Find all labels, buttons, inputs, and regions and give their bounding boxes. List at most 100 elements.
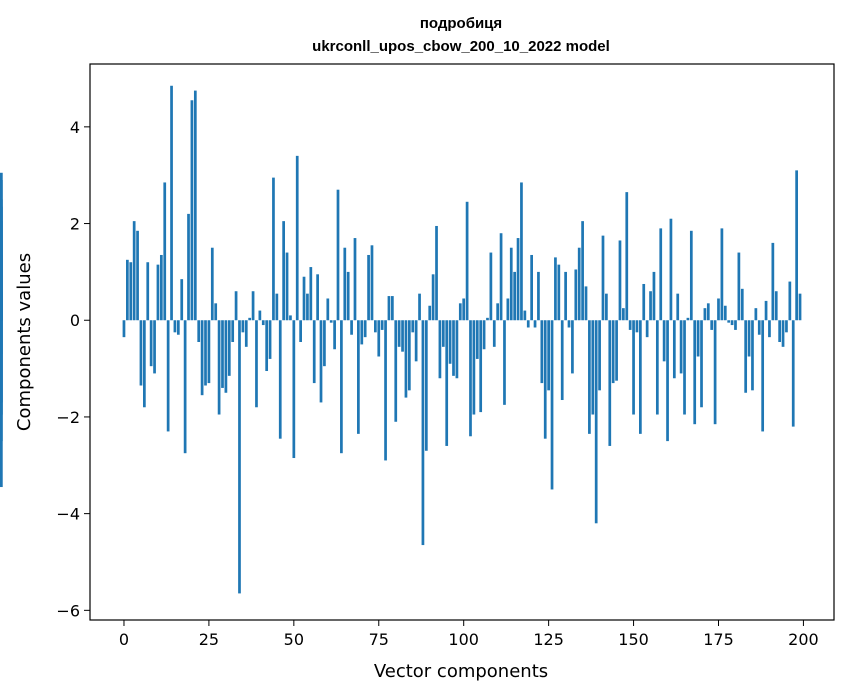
- bar-component-29: [221, 320, 224, 388]
- bar-component-179: [730, 320, 734, 326]
- bar-component-48: [285, 252, 289, 321]
- bar-component-52: [299, 320, 302, 342]
- bar-component-44: [272, 177, 275, 321]
- bar-component-90: [428, 305, 432, 321]
- bar-component-175: [717, 298, 720, 321]
- bar-component-126: [550, 320, 554, 490]
- bar-component-138: [591, 320, 595, 415]
- bar-component-72: [367, 254, 370, 321]
- bar-component-67: [350, 320, 353, 335]
- bar-component-130: [564, 271, 567, 321]
- bar-component-117: [520, 182, 523, 321]
- bar-component-145: [615, 320, 618, 381]
- bar-component-143: [608, 320, 612, 446]
- bar-component-111: [499, 233, 503, 321]
- bar-component-28: [217, 320, 221, 415]
- bar-component-41: [261, 320, 265, 326]
- bar-component-83: [404, 320, 408, 398]
- bar-component-55: [309, 267, 313, 321]
- bar-component-16: [176, 320, 180, 335]
- bar-component-21: [193, 90, 197, 321]
- bar-component-147: [622, 308, 625, 321]
- bar-component-137: [588, 320, 591, 434]
- bar-component-4: [136, 230, 139, 321]
- y-tick-label: 4: [70, 118, 80, 137]
- bar-component-undefined: [0, 320, 3, 403]
- chart-subtitle: ukrconll_upos_cbow_200_10_2022 model: [312, 38, 610, 55]
- bar-component-94: [441, 320, 445, 347]
- bar-component-9: [153, 320, 156, 374]
- bar-component-118: [523, 310, 527, 321]
- bar-component-5: [139, 320, 143, 386]
- bar-component-109: [492, 320, 496, 347]
- bar-component-32: [231, 320, 235, 342]
- bar-component-151: [635, 320, 639, 333]
- bar-component-139: [594, 320, 598, 524]
- bar-component-77: [384, 320, 387, 461]
- bar-component-76: [380, 320, 384, 330]
- bar-component-36: [244, 320, 248, 347]
- bar-component-176: [720, 228, 724, 321]
- bar-component-113: [506, 298, 510, 321]
- bar-component-64: [340, 320, 343, 454]
- bar-component-71: [363, 320, 367, 338]
- bar-component-106: [482, 320, 486, 350]
- x-tick-label: 125: [533, 630, 564, 649]
- bar-component-61: [329, 320, 333, 323]
- x-tick-label: 50: [284, 630, 304, 649]
- y-tick-label: −2: [56, 408, 80, 427]
- bar-component-58: [319, 320, 323, 403]
- bar-component-54: [306, 293, 309, 321]
- bar-component-20: [190, 100, 194, 321]
- bar-component-142: [605, 293, 608, 321]
- bar-component-22: [197, 320, 201, 342]
- bar-component-157: [655, 320, 659, 415]
- bar-component-49: [289, 315, 292, 321]
- x-axis-label: Vector components: [374, 661, 548, 682]
- bar-component-93: [438, 320, 442, 379]
- bar-component-158: [659, 228, 663, 321]
- bar-component-132: [571, 320, 574, 374]
- bar-component-170: [700, 320, 703, 408]
- bar-component-42: [265, 320, 269, 372]
- y-tick-label: 2: [70, 215, 80, 234]
- bar-component-166: [686, 317, 690, 321]
- bar-component-39: [255, 320, 258, 408]
- bar-component-26: [210, 247, 214, 321]
- bar-component-60: [326, 298, 330, 321]
- bar-component-174: [713, 320, 717, 425]
- bar-component-128: [557, 264, 561, 321]
- bar-component-154: [645, 320, 649, 338]
- bar-component-155: [649, 291, 652, 321]
- bar-component-69: [357, 320, 360, 434]
- bar-component-129: [560, 320, 564, 401]
- bar-component-12: [163, 182, 167, 321]
- bar-component-35: [241, 320, 245, 333]
- bar-component-81: [397, 320, 401, 347]
- bar-component-116: [516, 238, 520, 321]
- bar-component-73: [370, 245, 374, 321]
- bar-component-133: [574, 269, 578, 321]
- bar-component-3: [132, 221, 136, 321]
- bar-component-1: [126, 259, 129, 321]
- bar-component-63: [336, 189, 340, 321]
- bar-component-40: [258, 310, 262, 321]
- bar-component-103: [472, 320, 476, 415]
- bar-component-115: [513, 271, 517, 321]
- bar-component-181: [737, 252, 741, 321]
- bar-component-59: [323, 320, 326, 367]
- bar-component-140: [598, 320, 601, 391]
- bar-component-37: [248, 317, 252, 321]
- bar-component-119: [526, 320, 530, 328]
- bar-component-135: [581, 221, 584, 321]
- bar-component-108: [489, 252, 493, 321]
- bar-component-51: [295, 155, 299, 321]
- bar-component-188: [761, 320, 765, 432]
- bar-component-62: [333, 320, 336, 350]
- bar-component-undefined: [0, 240, 3, 321]
- bar-component-100: [462, 298, 466, 321]
- bar-component-114: [509, 247, 513, 321]
- bar-component-10: [156, 264, 160, 321]
- bar-component-65: [343, 247, 347, 321]
